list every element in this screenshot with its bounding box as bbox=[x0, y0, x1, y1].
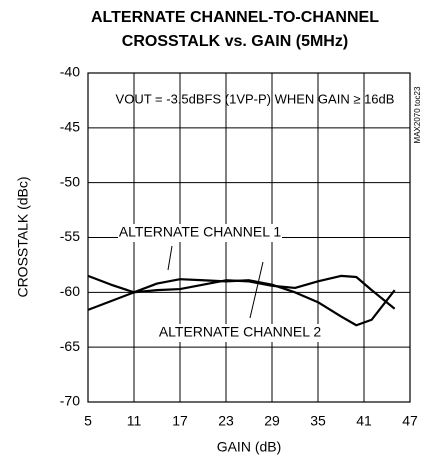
y-tick-label: -45 bbox=[60, 119, 80, 135]
leader-line bbox=[167, 245, 173, 271]
label-bg bbox=[118, 224, 282, 242]
x-tick-label: 47 bbox=[402, 413, 418, 429]
y-tick-label: -50 bbox=[60, 173, 80, 189]
x-axis-label: GAIN (dB) bbox=[217, 439, 282, 455]
y-tick-label: -65 bbox=[60, 338, 80, 354]
series-line bbox=[87, 274, 396, 310]
y-tick-label: -60 bbox=[60, 283, 80, 299]
y-tick-label: -55 bbox=[60, 228, 80, 244]
series-label: ALTERNATE CHANNEL 2 bbox=[159, 324, 322, 340]
y-axis-label: CROSSTALK (dBc) bbox=[15, 176, 31, 297]
x-tick-label: 17 bbox=[172, 413, 188, 429]
series-label: ALTERNATE CHANNEL 1 bbox=[119, 224, 282, 240]
leader-line bbox=[249, 261, 264, 319]
label-bg bbox=[158, 324, 322, 342]
x-tick-label: 29 bbox=[264, 413, 280, 429]
y-tick-label: -40 bbox=[60, 64, 80, 80]
watermark: MAX2070 toc23 bbox=[413, 86, 422, 143]
annotation: VOUT = -3.5dBFS (1VP-P) WHEN GAIN ≥ 16dB bbox=[116, 91, 395, 106]
x-tick-label: 23 bbox=[218, 413, 234, 429]
x-tick-label: 41 bbox=[356, 413, 372, 429]
x-tick-label: 5 bbox=[84, 413, 92, 429]
y-tick-label: -70 bbox=[60, 393, 80, 409]
x-tick-label: 11 bbox=[127, 413, 142, 429]
chart-subtitle: CROSSTALK vs. GAIN (5MHz) bbox=[122, 33, 348, 50]
chart-title: ALTERNATE CHANNEL-TO-CHANNEL bbox=[91, 9, 379, 26]
x-tick-label: 35 bbox=[310, 413, 326, 429]
